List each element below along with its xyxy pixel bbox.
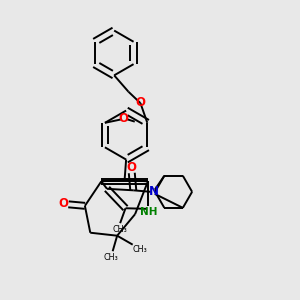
Text: CH₃: CH₃ bbox=[133, 244, 148, 253]
Text: CH₃: CH₃ bbox=[104, 253, 119, 262]
Text: CH₃: CH₃ bbox=[112, 225, 127, 234]
Text: O: O bbox=[126, 160, 136, 173]
Text: N: N bbox=[149, 185, 159, 198]
Text: O: O bbox=[58, 197, 68, 210]
Text: NH: NH bbox=[140, 207, 157, 218]
Text: O: O bbox=[119, 112, 129, 125]
Text: O: O bbox=[136, 96, 146, 109]
